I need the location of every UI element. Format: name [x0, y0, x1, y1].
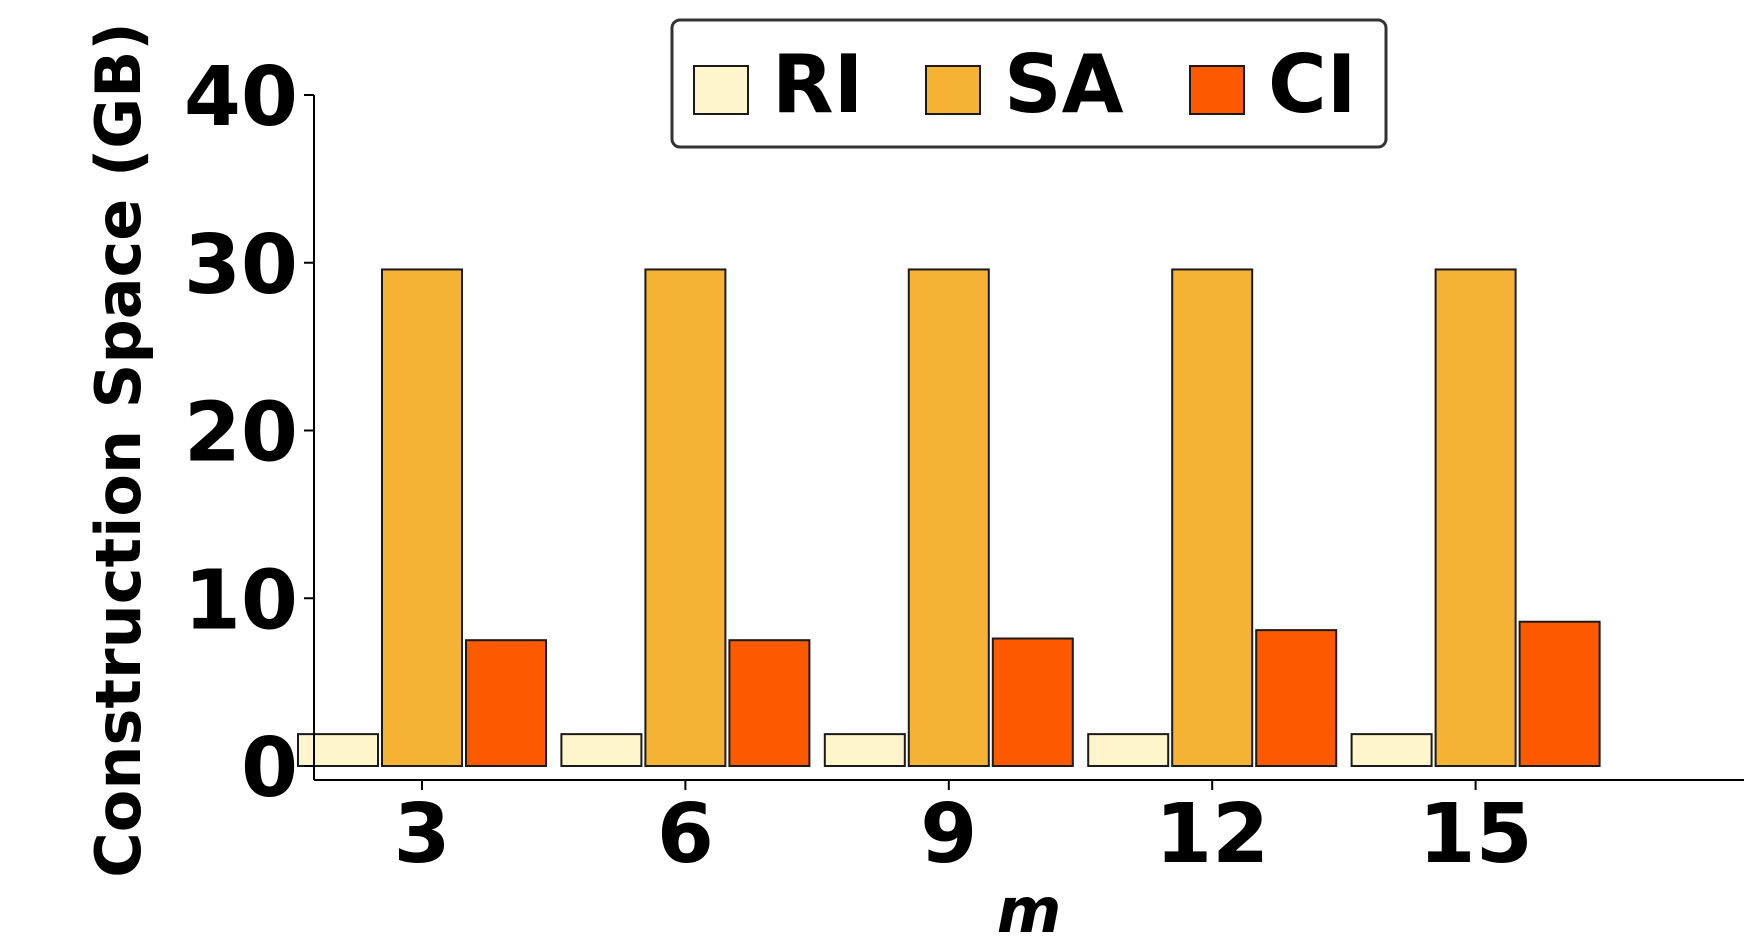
y-axis-label: Construction Space (GB): [82, 22, 155, 878]
legend-swatch-sa: [925, 65, 981, 115]
legend-swatch-ci: [1189, 65, 1245, 115]
x-axis-label: m: [997, 874, 1062, 947]
x-tick-label: 6: [657, 787, 714, 882]
bar-ri-12: [1087, 733, 1170, 768]
x-tick-label: 15: [1419, 787, 1533, 882]
legend-swatch-ri: [693, 65, 749, 115]
axes-group: [313, 95, 1744, 781]
bar-ci-6: [728, 639, 811, 767]
y-tick-label: 40: [184, 50, 298, 145]
bar-ri-6: [560, 733, 643, 768]
bar-sa-6: [644, 268, 727, 767]
bar-sa-12: [1171, 268, 1254, 767]
bar-ci-9: [991, 637, 1074, 768]
y-tick-label: 0: [241, 721, 298, 816]
bar-sa-3: [381, 268, 463, 767]
legend-label-ci: CI: [1268, 38, 1356, 131]
bar-ci-15: [1518, 620, 1601, 767]
legend: RI SA CI: [670, 18, 1388, 149]
x-ticks-group: 3 6 9 12 15: [393, 780, 1533, 882]
y-tick-label: 10: [184, 553, 298, 648]
bar-sa-15: [1434, 268, 1517, 767]
legend-label-sa: SA: [1004, 38, 1124, 131]
legend-label-ri: RI: [772, 38, 863, 131]
bar-ri-9: [823, 733, 906, 768]
bars-group: [297, 268, 1601, 768]
y-tick-label: 30: [184, 218, 298, 313]
x-tick-label: 3: [393, 787, 450, 882]
x-tick-label: 12: [1155, 787, 1269, 882]
legend-frame: [670, 18, 1388, 149]
bar-ri-15: [1350, 733, 1433, 768]
bar-ri-3: [297, 733, 379, 768]
bar-ci-12: [1255, 629, 1338, 767]
y-ticks-group: 0 10 20 30 40: [184, 50, 314, 816]
y-tick-label: 20: [184, 386, 298, 481]
x-tick-label: 9: [920, 787, 977, 882]
bar-ci-3: [465, 639, 547, 767]
bar-sa-9: [907, 268, 990, 767]
